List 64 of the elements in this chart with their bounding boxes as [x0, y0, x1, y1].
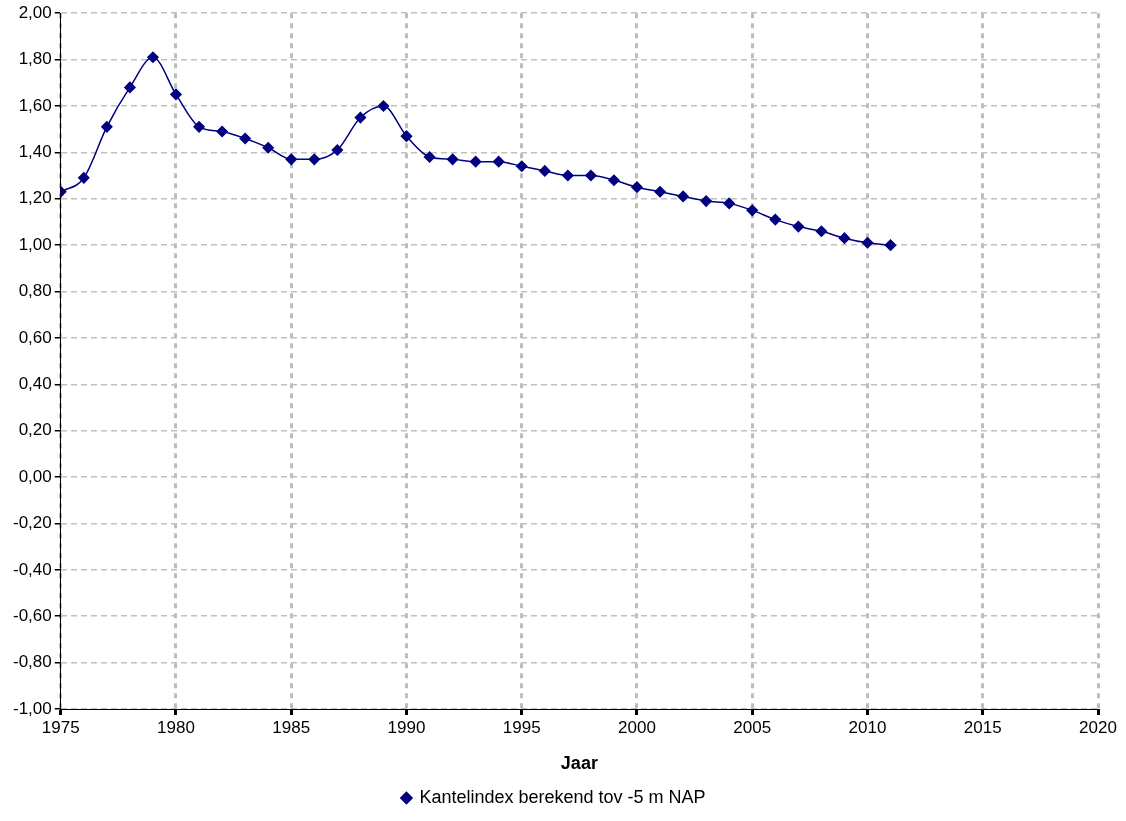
point — [677, 190, 689, 203]
y-tick-label: 1,20 — [18, 188, 52, 208]
x-tick-label: 2005 — [733, 717, 772, 737]
y-tick-label: 0,40 — [18, 373, 52, 393]
x-tick-label: 2000 — [618, 717, 656, 737]
y-tick-label: 0,20 — [18, 420, 52, 440]
point — [262, 141, 274, 154]
point — [631, 181, 643, 193]
point — [147, 51, 159, 64]
x-tick-label: 1990 — [387, 717, 426, 737]
y-tick-label: 1,60 — [18, 95, 52, 115]
point — [124, 81, 136, 94]
x-tick-label: 2015 — [963, 717, 1002, 737]
y-tick-label: 2,00 — [18, 2, 52, 22]
point — [285, 153, 297, 166]
point — [585, 169, 597, 182]
y-tick-label: 0,60 — [18, 327, 52, 347]
point — [861, 237, 874, 249]
point — [308, 153, 321, 166]
point — [792, 220, 805, 233]
point — [769, 213, 782, 226]
point — [492, 155, 505, 168]
point — [423, 151, 436, 163]
x-tick-label: 1995 — [502, 717, 541, 737]
y-tick-label: 1,40 — [18, 142, 52, 162]
x-axis-title: Jaar — [560, 753, 598, 774]
point — [539, 165, 551, 177]
point — [562, 169, 574, 182]
point — [377, 100, 390, 112]
point — [78, 172, 90, 184]
point — [608, 174, 620, 186]
x-tick-label: 1980 — [157, 717, 195, 737]
y-tick-label: 1,80 — [18, 49, 52, 69]
point — [239, 132, 251, 145]
y-tick-label: 1,00 — [18, 234, 52, 254]
point — [446, 153, 459, 166]
point — [400, 130, 413, 142]
x-tick-label: 2010 — [848, 717, 887, 737]
point — [216, 125, 228, 138]
point — [654, 186, 666, 198]
point — [723, 197, 735, 210]
point — [193, 121, 205, 133]
point — [331, 144, 344, 156]
y-tick-label: 0,80 — [18, 281, 52, 301]
point — [838, 232, 851, 244]
point — [884, 239, 897, 251]
y-tick-label: -0,80 — [13, 652, 52, 672]
legend-label: Kantelindex berekend tov -5 m NAP — [419, 786, 706, 807]
point — [101, 121, 113, 133]
x-tick-label: 1985 — [272, 717, 311, 737]
y-tick-label: -0,20 — [13, 513, 52, 533]
y-tick-label: -0,40 — [13, 559, 52, 579]
point — [170, 88, 182, 101]
point — [516, 160, 528, 173]
point — [700, 195, 712, 207]
x-tick-label: 2020 — [1079, 717, 1117, 737]
x-tick-label: 1975 — [41, 717, 80, 737]
point — [354, 111, 367, 124]
y-tick-label: -0,60 — [13, 605, 52, 625]
point — [815, 225, 828, 237]
y-tick-label: 0,00 — [18, 466, 52, 486]
point — [746, 204, 758, 217]
y-tick-label: -1,00 — [13, 698, 52, 718]
point — [469, 155, 482, 168]
